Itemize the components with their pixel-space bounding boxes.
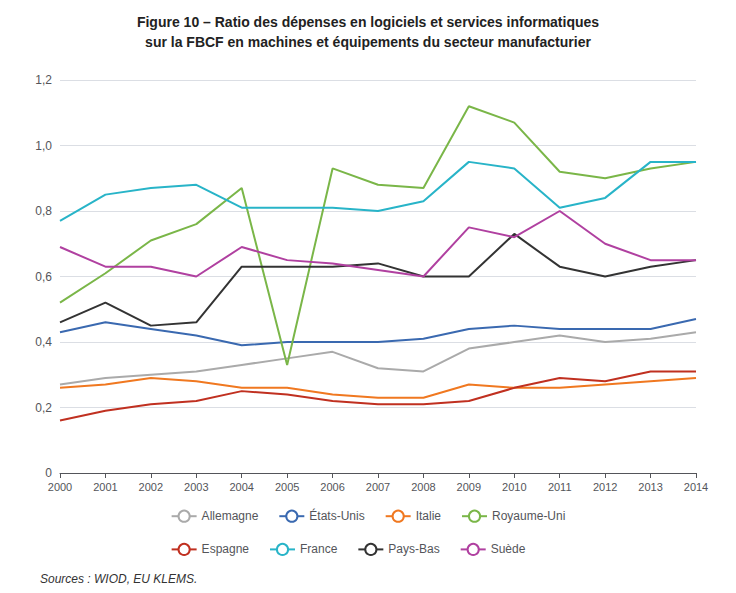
svg-text:2011: 2011 [548, 481, 572, 493]
svg-text:Allemagne: Allemagne [202, 509, 259, 523]
svg-text:Pays-Bas: Pays-Bas [388, 542, 439, 556]
svg-text:2012: 2012 [593, 481, 617, 493]
svg-text:Figure 10 – Ratio des dépenses: Figure 10 – Ratio des dépenses en logici… [137, 14, 599, 30]
svg-text:2001: 2001 [93, 481, 117, 493]
svg-text:Italie: Italie [416, 509, 442, 523]
svg-text:Espagne: Espagne [202, 542, 250, 556]
svg-text:0,4: 0,4 [35, 335, 52, 349]
svg-text:2009: 2009 [457, 481, 481, 493]
svg-text:Sources : WIOD, EU KLEMS.: Sources : WIOD, EU KLEMS. [40, 572, 197, 586]
svg-text:2008: 2008 [411, 481, 435, 493]
svg-text:Royaume-Uni: Royaume-Uni [492, 509, 565, 523]
svg-text:0,6: 0,6 [35, 270, 52, 284]
svg-text:0,8: 0,8 [35, 204, 52, 218]
svg-text:2010: 2010 [502, 481, 526, 493]
svg-text:2014: 2014 [684, 481, 708, 493]
svg-text:2002: 2002 [139, 481, 163, 493]
svg-text:0,2: 0,2 [35, 401, 52, 415]
svg-text:1,0: 1,0 [35, 139, 52, 153]
svg-text:0: 0 [45, 466, 52, 480]
svg-text:2003: 2003 [184, 481, 208, 493]
svg-text:France: France [300, 542, 338, 556]
svg-text:2000: 2000 [48, 481, 72, 493]
svg-text:2004: 2004 [229, 481, 253, 493]
svg-text:sur la FBCF en machines et équ: sur la FBCF en machines et équipements d… [145, 34, 591, 50]
svg-text:États-Unis: États-Unis [309, 508, 364, 523]
svg-text:2013: 2013 [638, 481, 662, 493]
svg-text:1,2: 1,2 [35, 73, 52, 87]
svg-text:2006: 2006 [320, 481, 344, 493]
svg-text:Suède: Suède [491, 542, 526, 556]
svg-text:2007: 2007 [366, 481, 390, 493]
svg-text:2005: 2005 [275, 481, 299, 493]
